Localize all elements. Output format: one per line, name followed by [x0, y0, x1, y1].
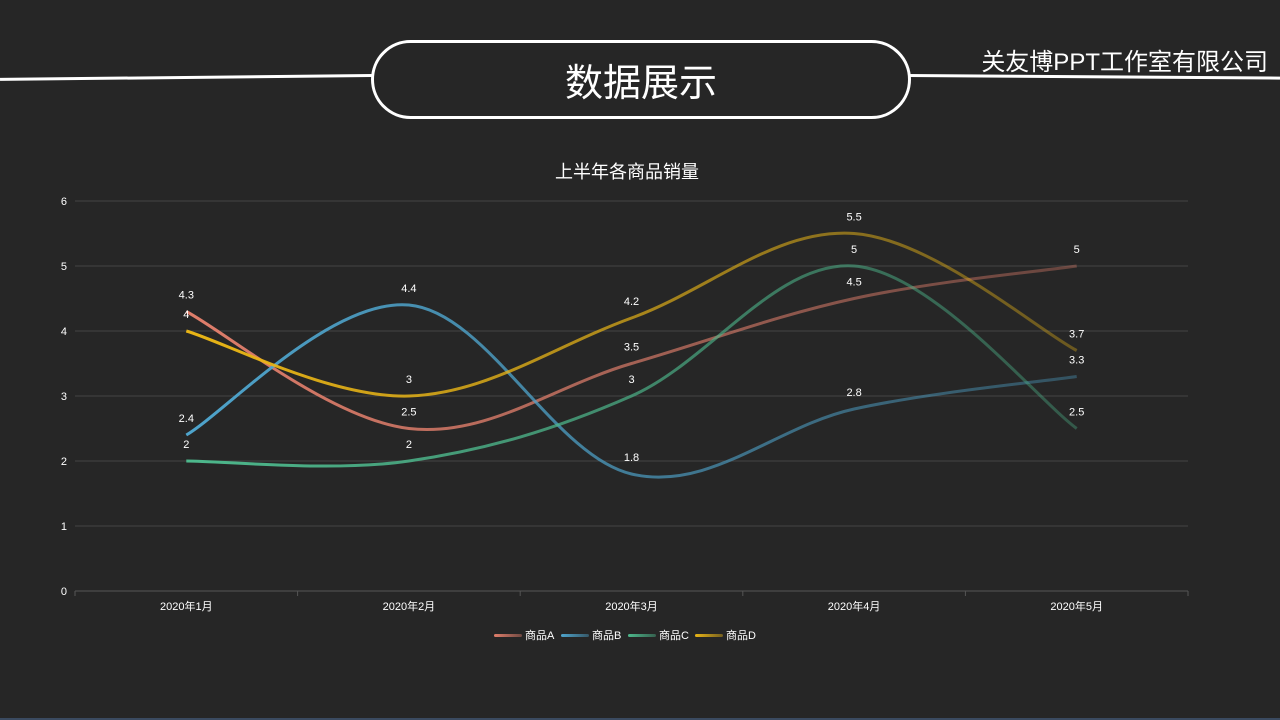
legend-swatch — [494, 634, 522, 637]
data-label: 5 — [1074, 244, 1080, 256]
series-line-商品B — [185, 303, 1077, 479]
legend-swatch — [628, 634, 656, 637]
data-label: 3.3 — [1069, 355, 1084, 367]
series-line-商品A — [185, 264, 1077, 432]
data-label: 4.5 — [846, 277, 861, 289]
legend-label: 商品B — [592, 628, 621, 642]
data-label: 4.3 — [179, 290, 194, 302]
y-tick-label: 4 — [61, 326, 67, 338]
data-label: 3 — [628, 374, 634, 386]
x-tick-label: 2020年1月 — [160, 599, 213, 613]
chart-title: 上半年各商品销量 — [555, 162, 699, 182]
data-label: 4 — [183, 309, 189, 321]
data-label: 2.4 — [179, 413, 194, 425]
y-tick-label: 3 — [61, 391, 67, 403]
bottom-border — [0, 718, 1280, 720]
data-label: 2.5 — [1069, 407, 1084, 419]
legend-label: 商品D — [726, 628, 756, 642]
legend-swatch — [561, 634, 589, 637]
data-label: 4.2 — [624, 296, 639, 308]
data-label: 5 — [851, 244, 857, 256]
legend-label: 商品A — [525, 628, 555, 642]
legend-label: 商品C — [659, 628, 689, 642]
y-tick-label: 5 — [61, 261, 67, 273]
y-tick-label: 0 — [61, 586, 67, 598]
x-tick-label: 2020年5月 — [1050, 599, 1103, 613]
x-tick-label: 2020年2月 — [383, 599, 436, 613]
company-name: 关友博PPT工作室有限公司 — [981, 49, 1268, 76]
data-label: 3 — [406, 374, 412, 386]
data-label: 1.8 — [624, 452, 639, 464]
data-label: 3.7 — [1069, 329, 1084, 341]
series-line-商品C — [186, 264, 1078, 468]
data-label: 2.8 — [846, 387, 861, 399]
y-tick-label: 6 — [61, 196, 67, 208]
y-tick-label: 1 — [61, 521, 67, 533]
series-line-商品D — [185, 231, 1078, 398]
data-label: 4.4 — [401, 283, 416, 295]
x-tick-label: 2020年3月 — [605, 599, 658, 613]
page-title: 数据展示 — [371, 40, 911, 119]
data-label: 3.5 — [624, 342, 639, 354]
x-tick-label: 2020年4月 — [828, 599, 881, 613]
legend-swatch — [695, 634, 723, 637]
data-label: 2.5 — [401, 407, 416, 419]
y-tick-label: 2 — [61, 456, 67, 468]
data-label: 2 — [183, 439, 189, 451]
data-label: 2 — [406, 439, 412, 451]
data-label: 5.5 — [846, 212, 861, 224]
